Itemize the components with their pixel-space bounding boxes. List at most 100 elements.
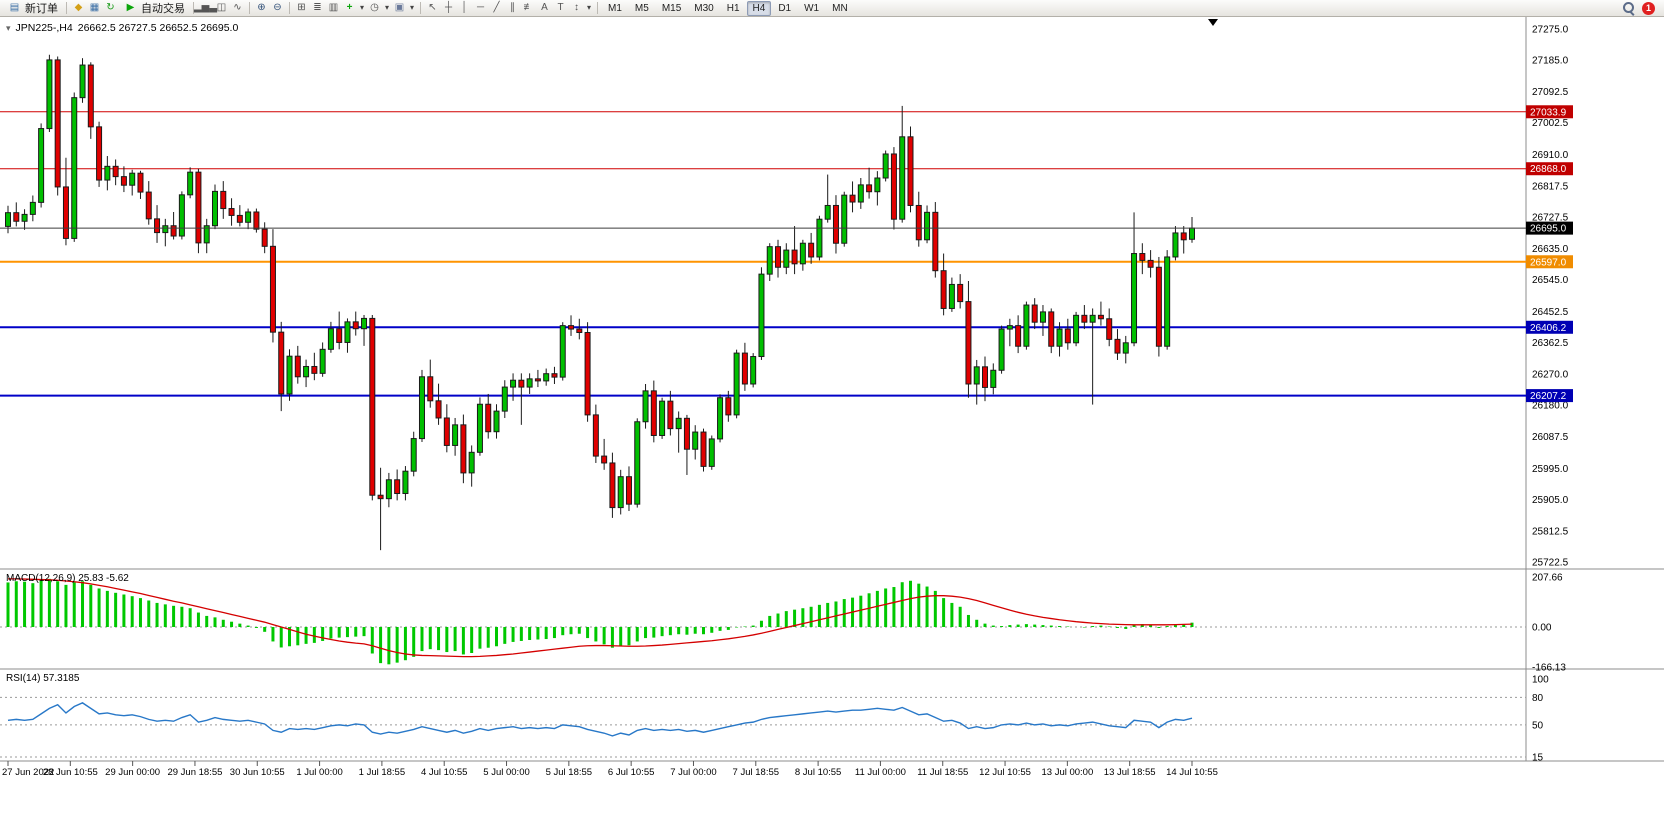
- periods-dropdown-icon[interactable]: ▾: [384, 3, 389, 12]
- svg-text:6 Jul 10:55: 6 Jul 10:55: [608, 767, 654, 778]
- new-order-icon: ▤: [9, 2, 20, 13]
- data-window-icon[interactable]: ▥: [328, 2, 339, 13]
- fibonacci-tool-icon[interactable]: ≢: [523, 2, 534, 13]
- candlestick-mode-icon[interactable]: ◫: [216, 2, 227, 13]
- new-order-label: 新订单: [25, 3, 58, 15]
- svg-text:5 Jul 00:00: 5 Jul 00:00: [483, 767, 529, 778]
- svg-text:14 Jul 10:55: 14 Jul 10:55: [1166, 767, 1218, 778]
- svg-text:27092.5: 27092.5: [1532, 87, 1569, 98]
- toolbar-separator: [289, 2, 290, 14]
- templates-icon[interactable]: ▣: [394, 2, 405, 13]
- svg-text:26910.0: 26910.0: [1532, 150, 1569, 161]
- svg-text:25812.5: 25812.5: [1532, 527, 1569, 538]
- svg-text:7 Jul 00:00: 7 Jul 00:00: [670, 767, 716, 778]
- toolbar: ▤ 新订单 ◆ ▦ ↻ ▶ 自动交易 ▂▅▃ ◫ ∿ ⊕ ⊖ ⊞ ≣ ▥ + ▾…: [0, 0, 1664, 17]
- svg-text:27275.0: 27275.0: [1532, 25, 1569, 36]
- svg-text:12 Jul 10:55: 12 Jul 10:55: [979, 767, 1031, 778]
- svg-text:11 Jul 00:00: 11 Jul 00:00: [855, 767, 906, 778]
- svg-text:-166.13: -166.13: [1532, 663, 1566, 674]
- timeframe-mn[interactable]: MN: [832, 2, 848, 14]
- notification-badge[interactable]: 1: [1642, 1, 1655, 15]
- new-order-button[interactable]: ▤ 新订单: [3, 1, 62, 16]
- search-icon[interactable]: [1621, 1, 1635, 15]
- timeframe-m5[interactable]: M5: [634, 2, 649, 14]
- toolbar-right-group: 1: [1621, 1, 1661, 15]
- line-chart-mode-icon[interactable]: ∿: [233, 2, 242, 13]
- svg-text:26695.0: 26695.0: [1530, 224, 1567, 235]
- chart-symbol-title: JPN225-,H4: [15, 22, 73, 34]
- toolbar-separator: [66, 2, 67, 14]
- vertical-line-tool-icon[interactable]: │: [461, 2, 468, 13]
- auto-trading-button[interactable]: ▶ 自动交易: [119, 1, 189, 16]
- svg-text:25995.0: 25995.0: [1532, 464, 1569, 475]
- svg-text:7 Jul 18:55: 7 Jul 18:55: [733, 767, 779, 778]
- svg-text:80: 80: [1532, 693, 1544, 704]
- svg-text:26545.0: 26545.0: [1532, 275, 1569, 286]
- timeframe-m15[interactable]: M15: [661, 2, 682, 14]
- horizontal-line-tool-icon[interactable]: ─: [476, 2, 485, 13]
- svg-text:15: 15: [1532, 752, 1544, 763]
- svg-text:13 Jul 00:00: 13 Jul 00:00: [1041, 767, 1093, 778]
- auto-trading-label: 自动交易: [141, 3, 185, 15]
- timeframe-w1[interactable]: W1: [804, 2, 820, 14]
- svg-text:26452.5: 26452.5: [1532, 307, 1569, 318]
- add-indicator-dropdown-icon[interactable]: ▾: [359, 3, 364, 12]
- svg-text:26362.5: 26362.5: [1532, 338, 1569, 349]
- crosshair-icon[interactable]: ┼: [444, 2, 453, 13]
- svg-text:100: 100: [1532, 675, 1549, 686]
- svg-text:26207.2: 26207.2: [1530, 391, 1567, 402]
- svg-text:29 Jun 18:55: 29 Jun 18:55: [167, 767, 222, 778]
- timeframe-d1[interactable]: D1: [778, 2, 792, 14]
- chart-title-bar: ▾ JPN225-,H4 26662.5 26727.5 26652.5 266…: [6, 22, 238, 34]
- label-tool-icon[interactable]: T: [557, 2, 564, 13]
- svg-text:26270.0: 26270.0: [1532, 370, 1569, 381]
- auto-trading-play-icon: ▶: [126, 2, 135, 13]
- toolbar-separator: [597, 2, 598, 14]
- svg-text:25722.5: 25722.5: [1532, 558, 1569, 569]
- text-tool-icon[interactable]: A: [541, 2, 548, 13]
- svg-text:25905.0: 25905.0: [1532, 495, 1569, 506]
- chart-ohlc-values: 26662.5 26727.5 26652.5 26695.0: [77, 22, 239, 34]
- toolbar-separator: [193, 2, 194, 14]
- svg-text:26180.0: 26180.0: [1532, 400, 1569, 411]
- rsi-indicator-label: RSI(14) 57.3185: [6, 673, 80, 684]
- svg-text:26817.5: 26817.5: [1532, 182, 1569, 193]
- zoom-out-icon[interactable]: ⊖: [273, 2, 282, 13]
- svg-text:26406.2: 26406.2: [1530, 323, 1567, 334]
- indicators-list-icon[interactable]: ≣: [313, 2, 322, 13]
- toolbar-separator: [249, 2, 250, 14]
- zoom-in-icon[interactable]: ⊕: [257, 2, 266, 13]
- arrows-tool-icon[interactable]: ↕: [574, 2, 579, 13]
- chart-area[interactable]: 27275.0 27185.0 27092.5 27002.5 26910.0 26817…: [0, 17, 1664, 830]
- svg-text:26727.5: 26727.5: [1532, 212, 1569, 223]
- tile-windows-icon[interactable]: ⊞: [297, 2, 306, 13]
- timeframe-h1[interactable]: H1: [726, 2, 740, 14]
- timeframe-m30[interactable]: M30: [694, 2, 714, 14]
- svg-text:27185.0: 27185.0: [1532, 55, 1569, 66]
- svg-text:28 Jun 10:55: 28 Jun 10:55: [43, 767, 98, 778]
- templates-dropdown-icon[interactable]: ▾: [409, 3, 414, 12]
- market-watch-icon[interactable]: ◆: [74, 2, 83, 13]
- channel-tool-icon[interactable]: ∥: [510, 2, 515, 13]
- refresh-icon[interactable]: ↻: [106, 2, 115, 13]
- chart-window-icon[interactable]: ▦: [89, 2, 100, 13]
- timeframe-m1[interactable]: M1: [608, 2, 622, 14]
- chart-shift-marker[interactable]: [1208, 19, 1218, 26]
- timeframe-h4[interactable]: H4: [746, 0, 772, 16]
- svg-text:1 Jul 18:55: 1 Jul 18:55: [359, 767, 405, 778]
- add-indicator-icon[interactable]: +: [346, 2, 353, 13]
- svg-text:26087.5: 26087.5: [1532, 432, 1569, 443]
- chart-collapse-icon[interactable]: ▾: [6, 22, 11, 33]
- svg-text:13 Jul 18:55: 13 Jul 18:55: [1104, 767, 1156, 778]
- arrows-dropdown-icon[interactable]: ▾: [586, 3, 591, 12]
- bar-chart-mode-icon[interactable]: ▂▅▃: [193, 2, 218, 13]
- trendline-tool-icon[interactable]: ╱: [493, 2, 500, 13]
- svg-text:0.00: 0.00: [1532, 623, 1552, 634]
- periods-icon[interactable]: ◷: [370, 2, 379, 13]
- svg-text:26635.0: 26635.0: [1532, 244, 1569, 255]
- svg-text:5 Jul 18:55: 5 Jul 18:55: [546, 767, 592, 778]
- svg-text:27 Jun 2022: 27 Jun 2022: [2, 767, 54, 778]
- cursor-icon[interactable]: ↖: [428, 2, 437, 13]
- svg-text:27002.5: 27002.5: [1532, 118, 1569, 129]
- svg-text:8 Jul 10:55: 8 Jul 10:55: [795, 767, 841, 778]
